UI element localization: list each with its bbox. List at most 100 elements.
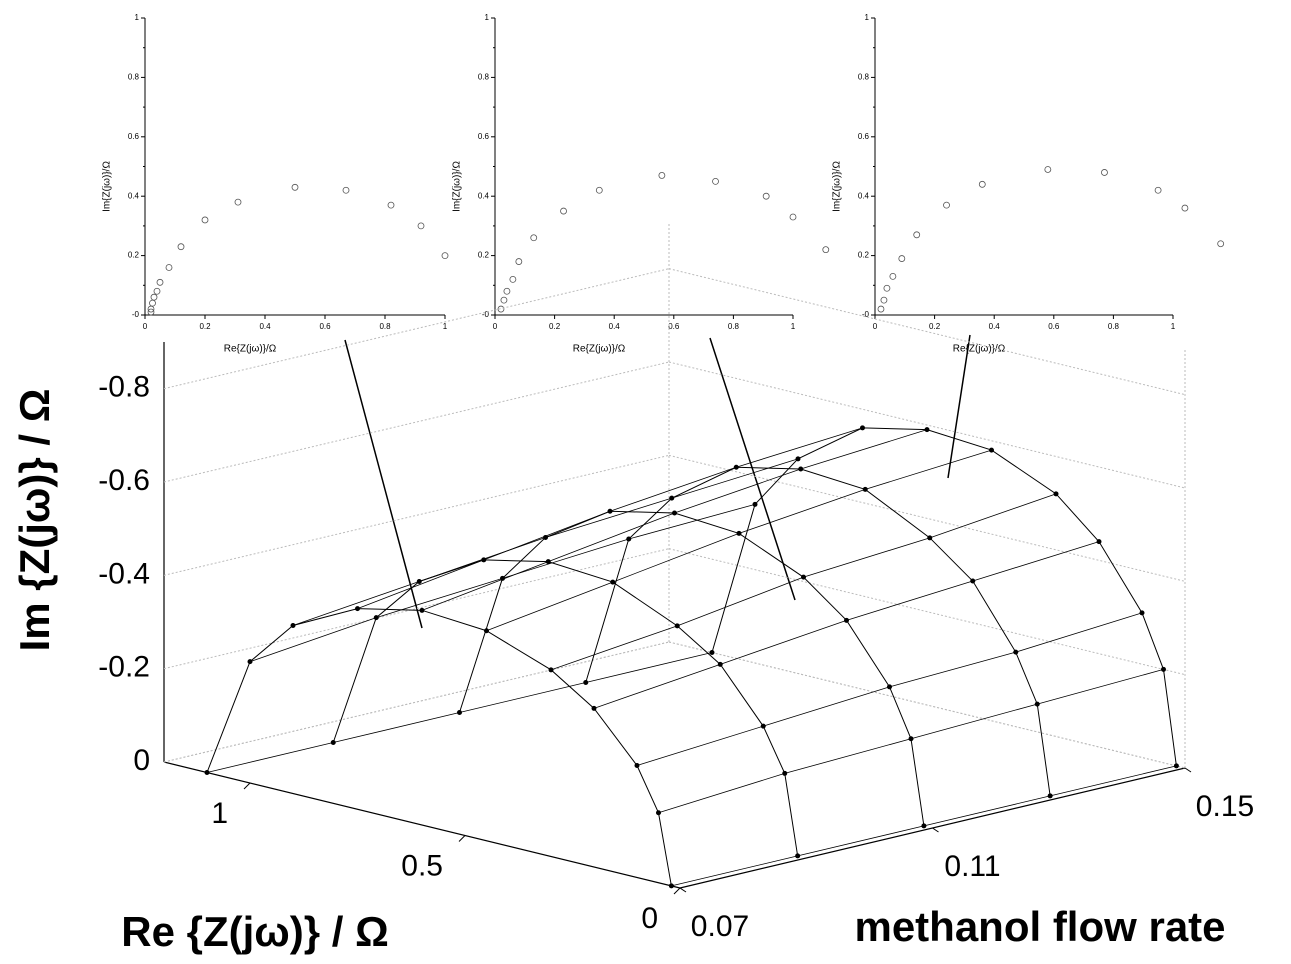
curve	[459, 510, 925, 826]
grid-line	[668, 641, 1186, 769]
y-tick-label: 0.8	[128, 73, 140, 82]
z-tick-label: 0	[133, 744, 150, 777]
data-point	[150, 293, 158, 301]
data-point	[610, 579, 616, 585]
data-point	[481, 557, 487, 563]
data-point	[1101, 169, 1108, 176]
data-point	[898, 255, 906, 262]
data-point	[913, 231, 921, 239]
data-point	[530, 234, 538, 242]
grid-line	[163, 268, 670, 390]
x-tick-label: 1	[1171, 322, 1176, 331]
mesh-line	[292, 458, 799, 626]
tick	[458, 835, 466, 842]
curve	[711, 427, 1177, 766]
x-tick-label: 0.8	[1108, 322, 1120, 331]
grid-line	[163, 641, 670, 763]
data-point	[921, 823, 927, 829]
grid-line	[668, 361, 1186, 489]
data-point	[924, 427, 930, 433]
data-point	[860, 425, 865, 431]
data-point	[672, 510, 677, 516]
y-tick-label: 1	[135, 13, 140, 22]
data-point	[548, 667, 554, 673]
x-tick-label: 0.2	[929, 322, 941, 331]
y-tick-label: 0.2	[478, 251, 490, 260]
data-point	[712, 177, 719, 185]
y-tick-label: 0.8	[858, 73, 870, 82]
y-tick-label: 0.6	[128, 132, 140, 141]
data-point	[591, 705, 597, 711]
x-tick-label: 1	[211, 797, 228, 830]
data-point	[153, 287, 161, 295]
data-point	[1013, 649, 1019, 655]
x-axis-label: Re {Z(jω)} / Ω	[121, 908, 389, 955]
tick	[673, 887, 681, 895]
y-tick-label: 0.4	[858, 191, 870, 200]
z-tick-label: -0.8	[98, 371, 150, 404]
data-point	[500, 296, 508, 304]
data-point	[457, 710, 462, 715]
data-point	[822, 246, 830, 254]
data-point	[658, 172, 666, 179]
y-tick-label: 1	[485, 13, 490, 22]
x-axis-label: Re{Z(jω)}/Ω	[953, 344, 1006, 355]
connector	[709, 337, 796, 601]
x-tick-label: 0.6	[1048, 322, 1060, 331]
x-tick-label: 0	[143, 322, 148, 331]
data-point	[717, 661, 723, 667]
data-point	[156, 278, 164, 286]
grid-line	[163, 548, 670, 670]
data-point	[668, 883, 674, 889]
data-point	[795, 456, 801, 462]
x-tick-label: 0.8	[728, 322, 740, 331]
data-point	[543, 535, 548, 540]
data-point	[247, 659, 253, 665]
data-point	[943, 201, 950, 209]
data-point	[500, 575, 505, 581]
y-tick-label: 0.2	[858, 251, 870, 260]
data-point	[1139, 610, 1145, 616]
y-tick-label: 0.6	[478, 132, 490, 141]
z-tick-label: -0.4	[98, 557, 150, 590]
data-point	[1181, 204, 1189, 212]
data-point	[416, 579, 422, 584]
data-point	[782, 770, 788, 776]
data-point	[607, 508, 613, 514]
x-tick-label: 0	[873, 322, 878, 331]
data-point	[290, 623, 296, 628]
y-axis-label: Im{Z(jω)}/Ω	[102, 161, 113, 212]
curve	[206, 608, 672, 886]
grid-line	[668, 454, 1186, 582]
y-tick-label: 0.4	[128, 191, 140, 200]
data-point	[634, 763, 640, 768]
data-point	[330, 740, 336, 745]
data-point	[1154, 186, 1162, 194]
data-point	[887, 684, 892, 690]
data-point	[1173, 763, 1179, 769]
data-point	[736, 530, 742, 536]
data-point	[978, 180, 986, 188]
y-tick-label: 0.2	[128, 251, 140, 260]
data-point	[503, 287, 511, 295]
data-point	[709, 650, 715, 655]
data-point	[1161, 666, 1166, 672]
data-point	[801, 574, 806, 580]
data-point	[441, 252, 449, 260]
data-point	[798, 466, 804, 472]
y-axis-label: Im{Z(jω)}/Ω	[832, 161, 843, 212]
y-tick-label: -0	[862, 310, 870, 319]
z-tick-label: -0.2	[98, 651, 150, 684]
y-tick-label: 1	[865, 13, 870, 22]
data-point	[1217, 240, 1225, 248]
data-point	[760, 723, 766, 729]
y-tick-label: 0.6	[858, 132, 870, 141]
data-point	[204, 770, 210, 775]
connector	[947, 334, 971, 479]
data-point	[752, 501, 758, 507]
x-tick-label: 0.4	[989, 322, 1001, 331]
data-point	[234, 198, 242, 206]
data-point	[626, 536, 632, 542]
data-point	[419, 607, 425, 613]
